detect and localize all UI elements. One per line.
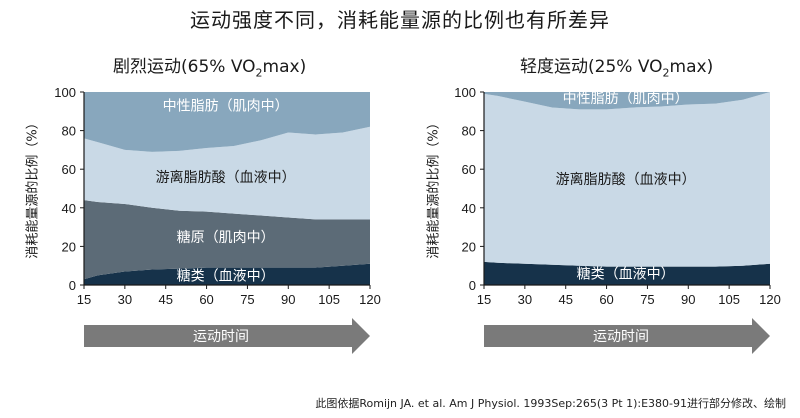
right-panel-title-prefix: 轻度运动(25% VO: [520, 57, 663, 77]
left-area-label-3: 中性脂肪（肌肉中）: [163, 99, 289, 115]
right-x-tick-label: 120: [759, 292, 781, 307]
right-x-tick-label: 75: [640, 292, 654, 307]
left-y-tick-label: 80: [62, 124, 76, 139]
left-y-tick-label: 0: [69, 278, 76, 293]
left-x-tick-label: 75: [240, 292, 254, 307]
left-area-label-1: 糖原（肌肉中）: [177, 230, 275, 246]
left-area-0: [84, 263, 370, 285]
right-area-label-0: 糖类（血液中）: [577, 266, 675, 282]
left-area-3: [84, 92, 370, 152]
right-x-tick-label: 90: [681, 292, 695, 307]
right-x-tick-label: 105: [718, 292, 740, 307]
right-y-tick-label: 60: [462, 162, 476, 177]
right-panel-title: 轻度运动(25% VO2max): [520, 52, 713, 79]
right-y-tick-label: 40: [462, 201, 476, 216]
right-x-tick-label: 15: [477, 292, 491, 307]
left-x-tick-label: 105: [318, 292, 340, 307]
left-area-1: [84, 200, 370, 280]
left-area-2: [84, 126, 370, 220]
left-y-tick-label: 60: [62, 162, 76, 177]
right-area-label-3: 中性脂肪（肌肉中）: [563, 91, 689, 107]
right-y-tick-label: 100: [454, 85, 476, 100]
right-y-tick-label: 80: [462, 124, 476, 139]
left-time-arrow: [84, 318, 370, 354]
left-x-tick-label: 60: [199, 292, 213, 307]
left-y-tick-label: 20: [62, 239, 76, 254]
left-area-label-0: 糖类（血液中）: [177, 268, 275, 284]
left-y-tick-label: 100: [54, 85, 76, 100]
right-area-3: [484, 92, 770, 110]
right-panel-title-sub: 2: [662, 66, 670, 80]
right-panel-title-suffix: max): [669, 57, 714, 77]
left-panel-title-suffix: max): [262, 57, 307, 77]
right-y-tick-label: 0: [469, 278, 476, 293]
right-area-0: [484, 261, 770, 285]
left-panel-title-sub: 2: [255, 66, 263, 80]
right-area-2: [484, 92, 770, 267]
right-y-tick-label: 20: [462, 239, 476, 254]
left-x-tick-label: 90: [281, 292, 295, 307]
footnote: 此图依据Romijn JA. et al. Am J Physiol. 1993…: [315, 397, 786, 410]
left-x-tick-label: 15: [77, 292, 91, 307]
right-area-label-2: 游离脂肪酸（血液中）: [556, 171, 696, 188]
right-x-axis-label: 运动时间: [593, 329, 649, 345]
main-title: 运动强度不同，消耗能量源的比例也有所差异: [190, 8, 610, 32]
left-y-tick-label: 40: [62, 201, 76, 216]
left-panel-title: 剧烈运动(65% VO2max): [113, 52, 306, 79]
left-x-tick-label: 45: [158, 292, 172, 307]
left-x-axis-label: 运动时间: [193, 329, 249, 345]
right-x-tick-label: 60: [599, 292, 613, 307]
right-time-arrow: [484, 318, 770, 354]
left-area-label-2: 游离脂肪酸（血液中）: [156, 169, 296, 186]
chart-canvas: 糖类（血液中） 糖原（肌肉中） 游离脂肪酸（血液中） 中性脂肪（肌肉中） 0 20 40 60…: [54, 85, 781, 354]
left-x-tick-label: 120: [359, 292, 381, 307]
right-x-tick-label: 45: [558, 292, 572, 307]
right-x-tick-label: 30: [518, 292, 532, 307]
left-panel-title-prefix: 剧烈运动(65% VO: [113, 57, 256, 77]
left-x-tick-label: 30: [118, 292, 132, 307]
